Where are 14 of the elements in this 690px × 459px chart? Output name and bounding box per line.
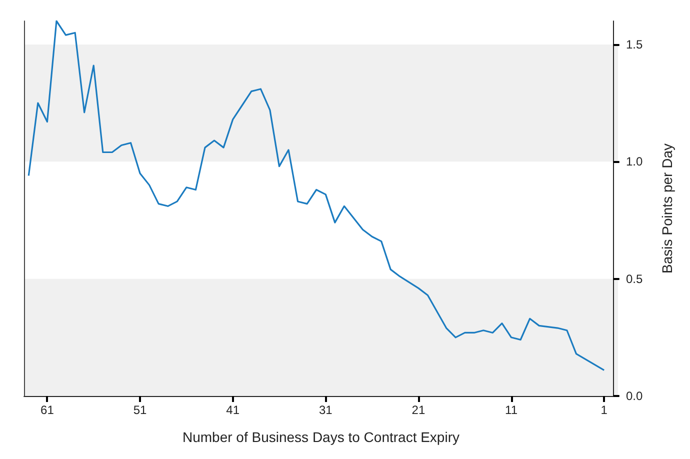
y-tick-label: 1.5	[626, 37, 644, 52]
x-tick-label: 11	[505, 403, 518, 417]
y-axis-title: Basis Points per Day	[659, 144, 675, 274]
line-series	[28, 20, 605, 372]
x-tick-label: 61	[40, 403, 54, 417]
x-tick-label: 1	[600, 403, 608, 417]
y-tick-label: 0.0	[626, 389, 644, 403]
x-tick-label: 21	[412, 403, 426, 417]
y-tick-label: 0.5	[626, 272, 644, 286]
x-axis-title: Number of Business Days to Contract Expiry	[182, 429, 460, 445]
x-tick-label: 51	[133, 403, 148, 417]
y-tick-label: 1.0	[626, 154, 644, 169]
x-tick-label: 31	[318, 403, 333, 417]
x-tick-label: 41	[226, 403, 240, 417]
